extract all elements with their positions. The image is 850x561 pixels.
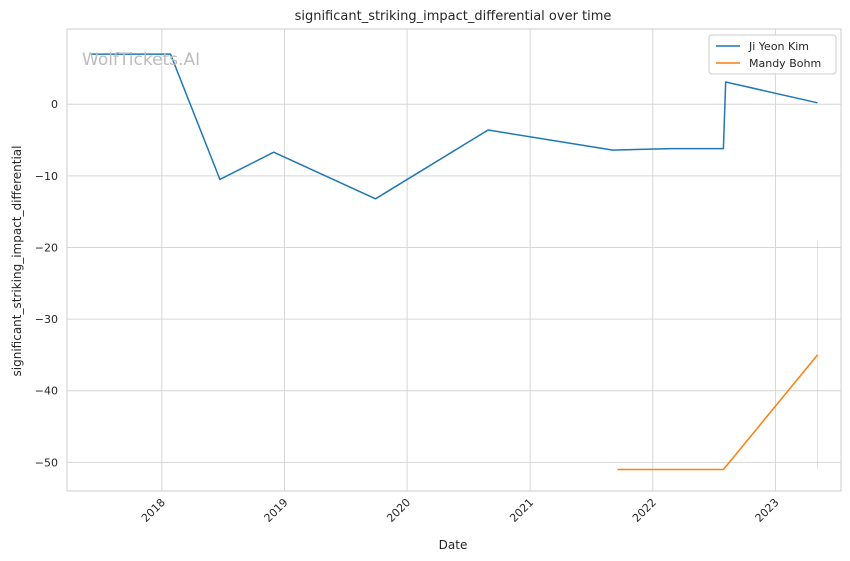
- grid: [67, 29, 841, 491]
- y-axis-label: significant_striking_impact_differential: [10, 146, 24, 377]
- series-line: [617, 354, 819, 471]
- legend-box: [708, 34, 837, 75]
- plot-frame: [66, 28, 842, 492]
- y-tick-label: −20: [35, 241, 58, 254]
- y-axis-ticks: 0 −10 −20 −30 −40 −50: [35, 98, 58, 469]
- legend-label: Mandy Bohm: [749, 57, 821, 70]
- y-tick-label: −50: [35, 456, 58, 469]
- x-axis-label: Date: [439, 538, 468, 552]
- legend-label: Ji Yeon Kim: [748, 40, 809, 53]
- watermark: WolfTickets.AI: [82, 50, 200, 70]
- y-tick-label: 0: [51, 98, 58, 111]
- plot-lines: [90, 53, 819, 471]
- y-tick-label: −10: [35, 170, 58, 183]
- chart-title: significant_striking_impact_differential…: [295, 9, 612, 24]
- y-tick-label: −40: [35, 385, 58, 398]
- series-line: [90, 53, 818, 200]
- y-tick-label: −30: [35, 313, 58, 326]
- legend: Ji Yeon Kim Mandy Bohm: [708, 34, 837, 75]
